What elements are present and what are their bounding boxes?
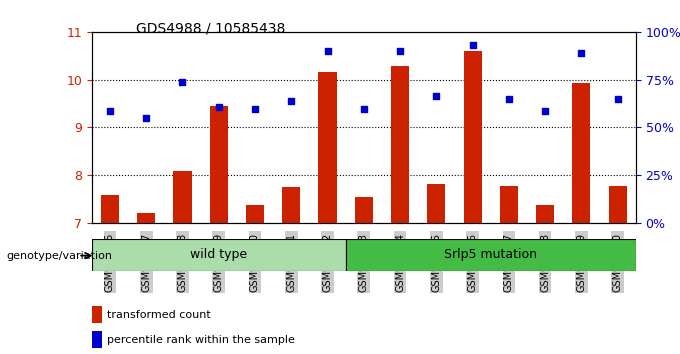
Point	[105, 108, 116, 114]
Point	[431, 93, 442, 99]
Bar	[209, 106, 228, 223]
Bar	[137, 212, 155, 223]
Text: transformed count: transformed count	[107, 310, 211, 320]
Text: GDS4988 / 10585438: GDS4988 / 10585438	[136, 21, 286, 35]
Point	[540, 108, 551, 114]
Text: wild type: wild type	[190, 249, 248, 261]
Bar	[92, 306, 101, 323]
Point	[177, 79, 188, 85]
Point	[394, 48, 405, 54]
Point	[250, 107, 260, 112]
Bar	[355, 197, 373, 223]
Point	[322, 48, 333, 54]
Text: Srlp5 mutation: Srlp5 mutation	[444, 249, 537, 261]
Bar	[173, 171, 192, 223]
Bar	[345, 239, 636, 271]
Bar	[318, 73, 337, 223]
Point	[467, 42, 478, 48]
Point	[358, 107, 369, 112]
Bar	[282, 187, 301, 223]
Bar	[500, 186, 518, 223]
Point	[612, 96, 623, 102]
Bar	[92, 239, 345, 271]
Text: percentile rank within the sample: percentile rank within the sample	[107, 335, 295, 344]
Bar	[464, 51, 481, 223]
Bar	[427, 184, 445, 223]
Bar	[391, 66, 409, 223]
Point	[286, 98, 296, 104]
Bar	[101, 195, 119, 223]
Bar	[536, 205, 554, 223]
Point	[503, 96, 514, 102]
Point	[214, 104, 224, 110]
Point	[141, 115, 152, 121]
Bar	[609, 186, 627, 223]
Bar	[246, 205, 264, 223]
Bar	[573, 84, 590, 223]
Bar	[92, 331, 101, 348]
Point	[576, 51, 587, 56]
Text: genotype/variation: genotype/variation	[7, 251, 113, 261]
